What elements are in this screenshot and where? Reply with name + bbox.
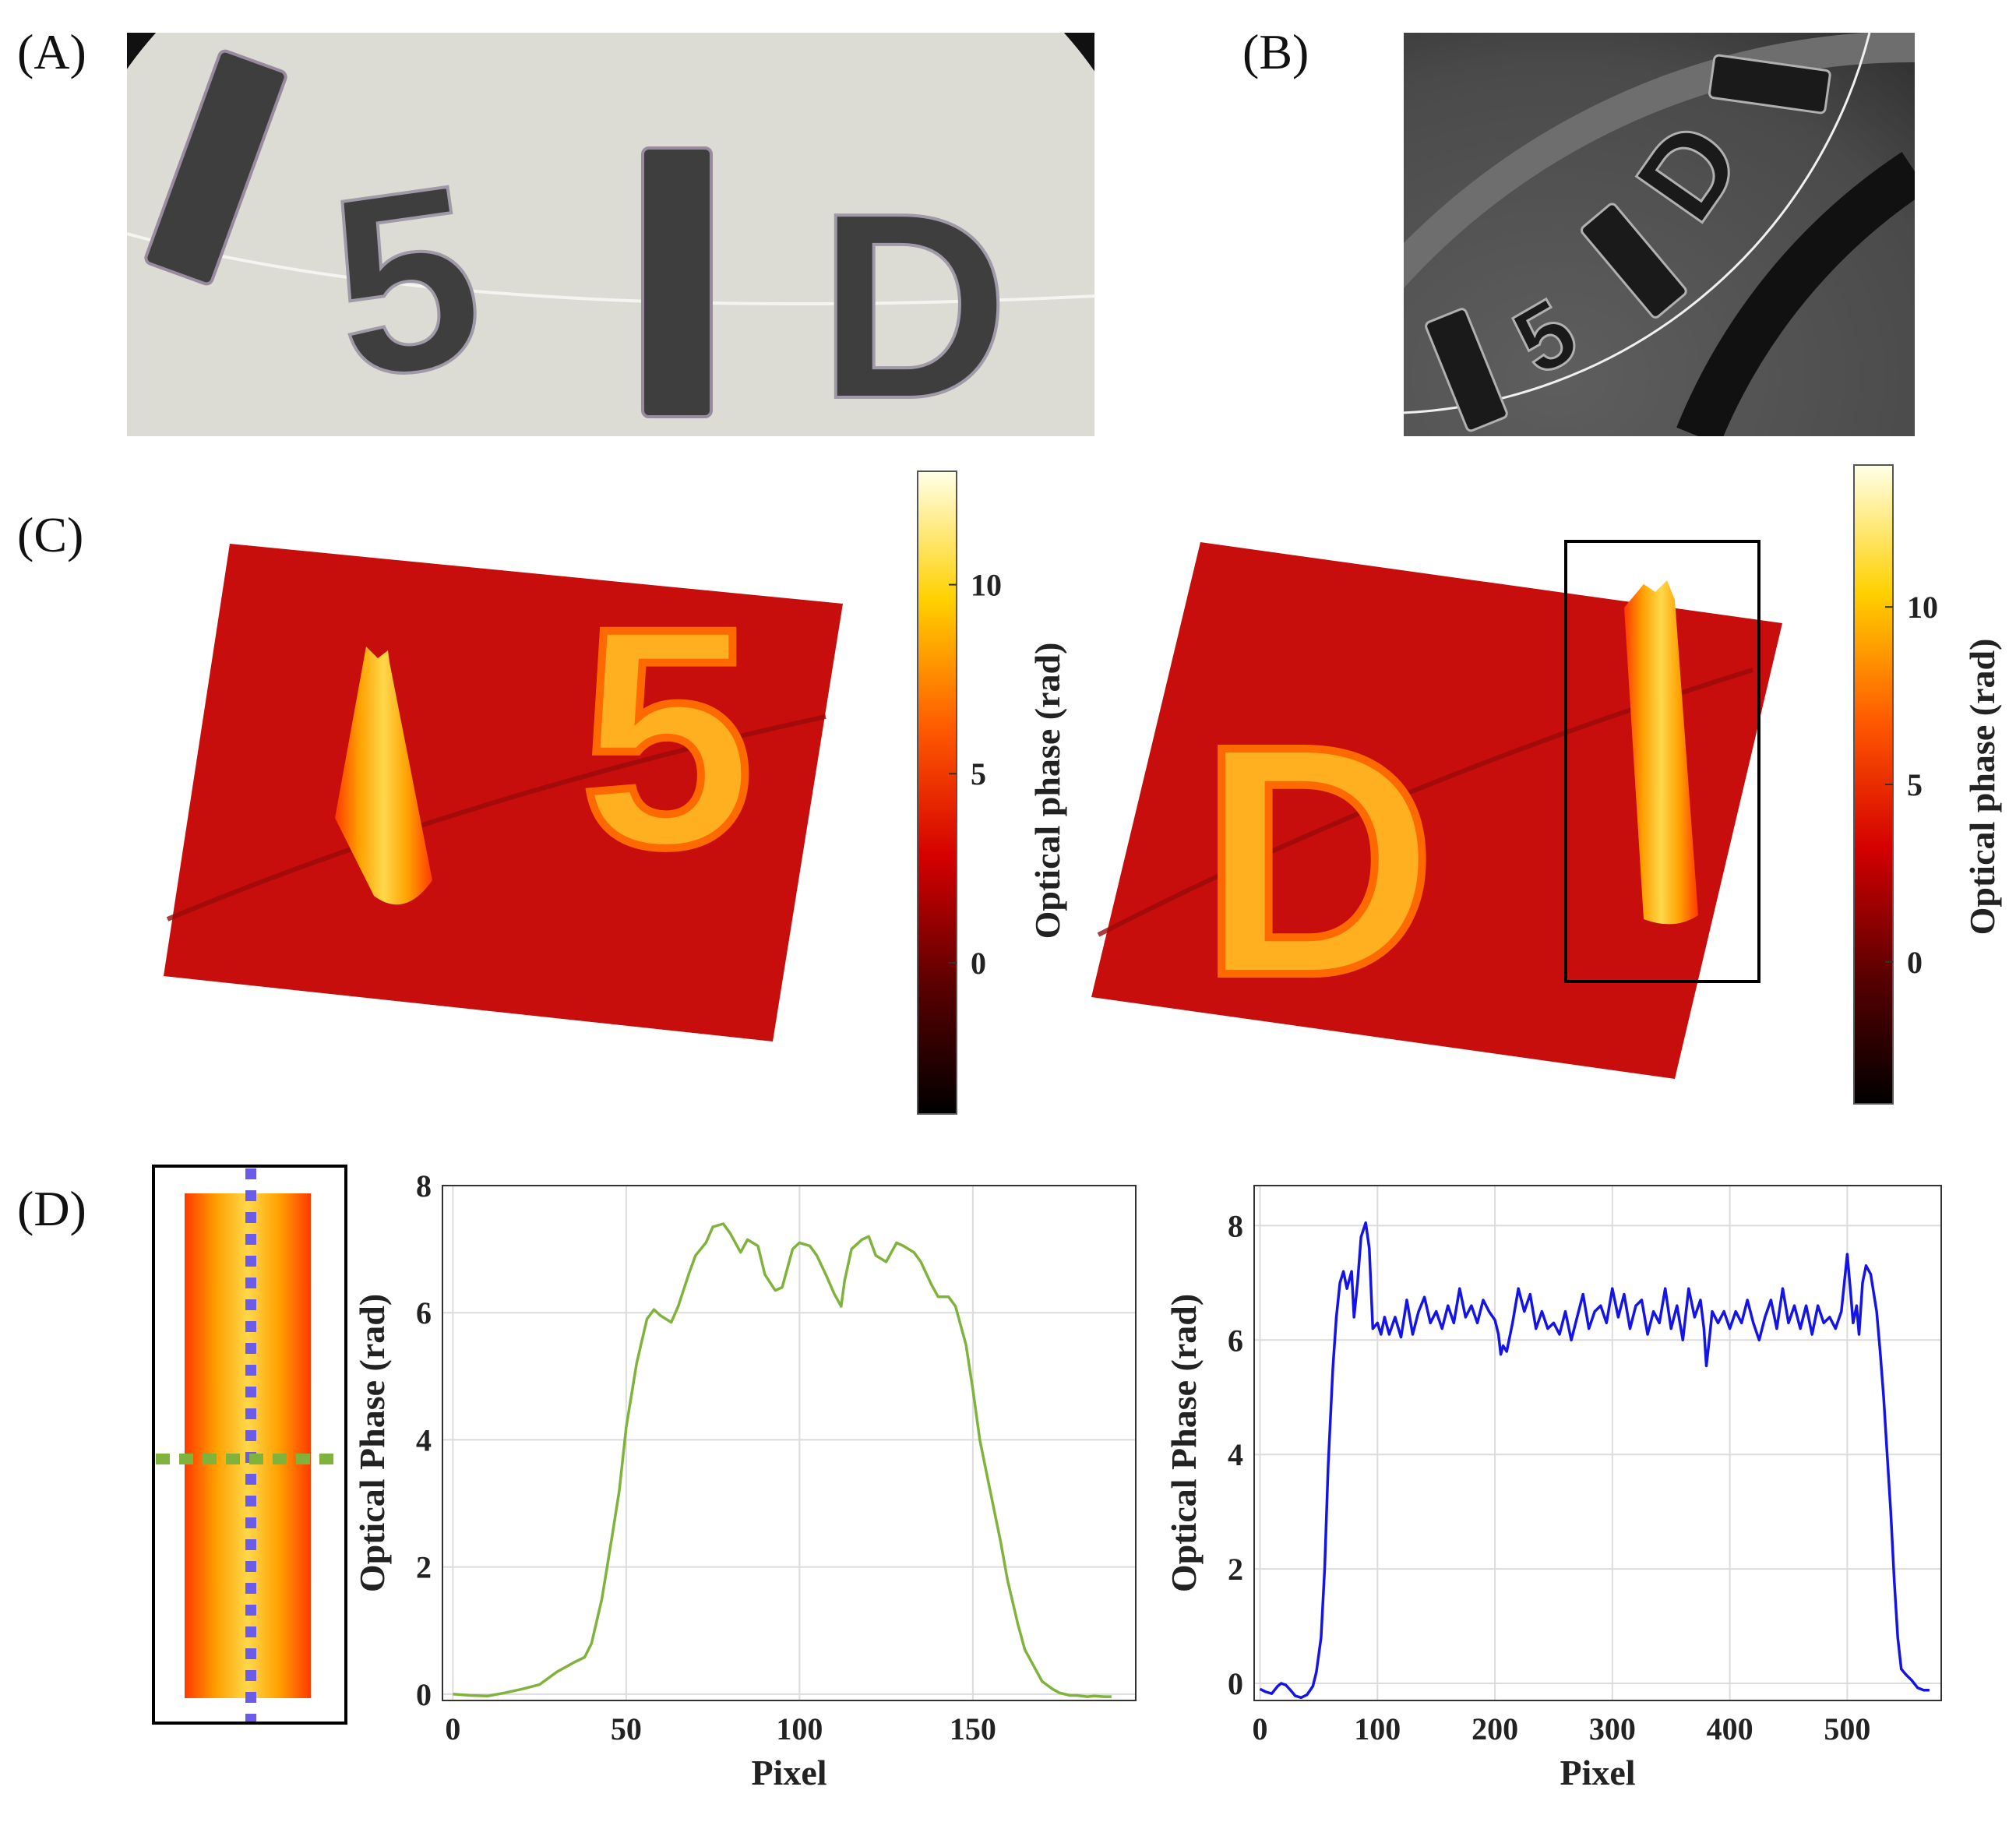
chart-blue-series-blue: [1259, 1221, 1930, 1700]
panel-a-char-1: [144, 49, 287, 286]
chart-blue-ytick-label: 6: [1228, 1323, 1243, 1358]
chart-blue-xlabel: Pixel: [1560, 1753, 1635, 1792]
chart-blue-xtick-label: 300: [1589, 1711, 1636, 1746]
right-surface-glyph-D: D: [1200, 678, 1436, 1044]
panel-b-photo: 5 D: [1404, 33, 1915, 436]
colorbar-left-tick-label: 0: [971, 946, 986, 981]
chart-green-xtick-label: 50: [611, 1711, 642, 1746]
chart-blue-ytick-label: 4: [1228, 1437, 1243, 1472]
chart-blue-xtick-label: 0: [1253, 1711, 1268, 1746]
chart-green-axes-frame: [442, 1185, 1137, 1701]
left-surface-bump-1: [335, 647, 432, 905]
panel-a-char-3: [641, 146, 713, 418]
chart-green-ytick-label: 8: [416, 1168, 432, 1204]
panel-label-d: (D): [17, 1181, 86, 1236]
chart-green-ytick-label: 6: [416, 1295, 432, 1330]
chart-green-xlabel: Pixel: [751, 1753, 826, 1792]
panel-a-characters: [144, 49, 713, 418]
chart-green-ytick-label: 2: [416, 1550, 432, 1585]
chart-green-xtick-label: 150: [950, 1711, 996, 1746]
chart-blue-ylabel: Optical Phase (rad): [1164, 1294, 1204, 1592]
chart-blue-xtick-label: 100: [1354, 1711, 1401, 1746]
chart-green-xtick-label: 100: [776, 1711, 823, 1746]
chart-blue-plot-area: [1253, 1185, 1942, 1701]
panel-b-char-5: [1708, 54, 1831, 115]
panel-label-c: (C): [17, 507, 84, 562]
panel-b-characters: [1425, 54, 1831, 432]
chart-blue-ytick-label: 0: [1228, 1666, 1243, 1701]
chart-green-xtick-label: 0: [445, 1711, 460, 1746]
chart-green-ylabel: Optical Phase (rad): [352, 1294, 392, 1592]
panel-label-b: (B): [1242, 24, 1309, 79]
panel-a-photo: 5 D: [127, 33, 1094, 454]
chart-blue-xtick-label: 200: [1471, 1711, 1518, 1746]
chart-green-plot-area: [442, 1185, 1137, 1701]
chart-blue-xtick-label: 400: [1707, 1711, 1753, 1746]
right-surface-bump-I: [1624, 580, 1698, 925]
colorbar-left-tick-label: 10: [971, 568, 1002, 603]
panel-c-left-surface: 5: [164, 544, 843, 1041]
colorbar-left-label: Optical phase (rad): [1027, 643, 1067, 939]
chart-blue-axes-frame: [1253, 1185, 1942, 1701]
chart-green-ytick-label: 0: [416, 1677, 432, 1712]
colorbar-right-tick-label: 0: [1907, 945, 1923, 980]
colorbar-right-tick-label: 5: [1907, 767, 1923, 802]
colorbar-left: 10 5 0 Optical phase (rad): [917, 470, 1067, 1115]
colorbar-left-tick-label: 5: [971, 756, 986, 791]
line-chart-green-profile: 0 50 100 150 0 2 4 6 8 Pixel Optical Phase (rad): [352, 1168, 1137, 1792]
selection-box: [1564, 540, 1760, 983]
chart-blue-ytick-label: 2: [1228, 1552, 1243, 1587]
colorbar-right-tick-label: 10: [1907, 590, 1938, 625]
chart-blue-xtick-label: 500: [1824, 1711, 1870, 1746]
colorbar-right: 10 5 0 Optical phase (rad): [1853, 464, 2002, 1105]
colorbar-right-label: Optical phase (rad): [1962, 639, 2002, 936]
chart-green-ytick-label: 4: [416, 1422, 432, 1457]
panel-a-char-4: D: [818, 158, 1010, 454]
left-surface-glyph-5: 5: [580, 563, 753, 911]
chart-green-series-green: [453, 1222, 1112, 1698]
panel-label-a: (A): [17, 24, 86, 79]
chart-blue-ytick-label: 8: [1228, 1208, 1243, 1243]
panel-d-inset: [152, 1165, 347, 1725]
panel-c-right-surface: D: [1091, 540, 1782, 1079]
panel-b-char-3: [1581, 203, 1687, 319]
line-chart-blue-profile: 0 100 200 300 400 500 0 2 4 6 8 Pixel Optical Phase …: [1164, 1185, 1942, 1792]
panel-b-char-1: [1425, 308, 1508, 432]
